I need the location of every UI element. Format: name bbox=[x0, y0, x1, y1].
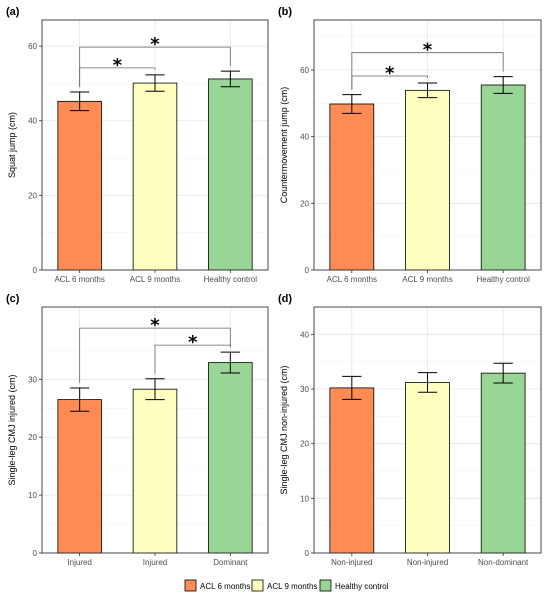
y-tick-label: 20 bbox=[300, 199, 309, 208]
y-tick-label: 20 bbox=[300, 440, 309, 449]
significance-star: * bbox=[150, 315, 160, 336]
y-axis-title: Single-leg CMJ injured (cm) bbox=[7, 374, 17, 485]
y-tick-label: 0 bbox=[33, 266, 38, 275]
bar-3 bbox=[480, 84, 526, 271]
x-tick-label: Injured bbox=[143, 558, 167, 567]
x-tick-label: ACL 6 months bbox=[327, 275, 377, 284]
bar-1 bbox=[329, 387, 375, 554]
x-tick-label: Dominant bbox=[213, 558, 248, 567]
y-tick-label: 0 bbox=[33, 549, 38, 558]
legend-label: ACL 9 months bbox=[267, 582, 317, 591]
bar-3 bbox=[208, 78, 253, 271]
chart-panel-4: 0 10 20 30 40 Non-injured Non-injured Non-domin… bbox=[278, 293, 542, 567]
panel-label: (a) bbox=[6, 6, 20, 18]
y-axis-title: Single-leg CMJ non-injured (cm) bbox=[279, 365, 289, 494]
significance-bracket bbox=[79, 46, 231, 88]
panel-label: (d) bbox=[278, 293, 292, 305]
significance-star: * bbox=[113, 55, 123, 76]
chart-panel-3: 0 10 20 30 Injured Injured Dominant * * Single-le… bbox=[6, 293, 269, 567]
y-tick-label: 40 bbox=[300, 330, 309, 339]
bar-1 bbox=[57, 399, 102, 554]
legend-swatch-3 bbox=[319, 579, 332, 592]
y-tick-label: 60 bbox=[28, 42, 37, 51]
significance-star: * bbox=[385, 63, 395, 84]
y-tick-label: 0 bbox=[305, 266, 310, 275]
x-tick-label: Healthy control bbox=[476, 275, 530, 284]
x-tick-label: Non-injured bbox=[331, 558, 372, 567]
bar-2 bbox=[132, 388, 178, 554]
legend-swatch-2 bbox=[251, 579, 264, 592]
significance-bracket bbox=[351, 52, 504, 90]
plot-border bbox=[313, 306, 542, 554]
plot-border bbox=[41, 19, 269, 271]
bar-1 bbox=[329, 103, 375, 271]
bar-2 bbox=[132, 82, 178, 271]
y-tick-label: 10 bbox=[300, 494, 309, 503]
x-tick-label: ACL 9 months bbox=[130, 275, 180, 284]
bar-3 bbox=[208, 362, 253, 554]
y-tick-label: 10 bbox=[28, 491, 37, 500]
significance-star: * bbox=[150, 34, 160, 55]
x-tick-label: ACL 9 months bbox=[402, 275, 452, 284]
significance-star: * bbox=[423, 40, 433, 61]
legend-label: Healthy control bbox=[335, 582, 389, 591]
bar-2 bbox=[405, 89, 450, 271]
y-tick-label: 20 bbox=[28, 191, 37, 200]
y-tick-label: 30 bbox=[28, 375, 37, 384]
x-tick-label: Healthy control bbox=[204, 275, 258, 284]
chart-panel-1: 0 20 40 60 ACL 6 months ACL 9 months Healthy c… bbox=[6, 6, 269, 284]
y-tick-label: 30 bbox=[300, 385, 309, 394]
bar-1 bbox=[57, 100, 102, 271]
y-tick-label: 40 bbox=[28, 117, 37, 126]
plot-border bbox=[41, 306, 269, 554]
y-tick-label: 40 bbox=[300, 133, 309, 142]
panel-label: (b) bbox=[278, 6, 292, 18]
y-tick-label: 60 bbox=[300, 66, 309, 75]
bar-3 bbox=[480, 372, 526, 554]
chart-panel-2: 0 20 40 60 ACL 6 months ACL 9 months Healthy c… bbox=[278, 6, 542, 284]
plot-border bbox=[313, 19, 542, 271]
x-tick-label: Non-injured bbox=[407, 558, 448, 567]
legend-swatch-1 bbox=[184, 579, 197, 592]
y-axis-title: Countermovement jump (cm) bbox=[279, 87, 289, 204]
significance-star: * bbox=[188, 332, 198, 353]
y-tick-label: 20 bbox=[28, 433, 37, 442]
y-tick-label: 0 bbox=[305, 549, 310, 558]
bar-2 bbox=[405, 382, 450, 554]
legend: ACL 6 months ACL 9 months Healthy control bbox=[184, 579, 389, 592]
panel-label: (c) bbox=[6, 293, 20, 305]
x-tick-label: Injured bbox=[67, 558, 91, 567]
legend-label: ACL 6 months bbox=[200, 582, 250, 591]
x-tick-label: ACL 6 months bbox=[54, 275, 104, 284]
x-tick-label: Non-dominant bbox=[478, 558, 529, 567]
y-axis-title: Squat jump (cm) bbox=[7, 112, 17, 178]
significance-bracket bbox=[79, 327, 231, 384]
